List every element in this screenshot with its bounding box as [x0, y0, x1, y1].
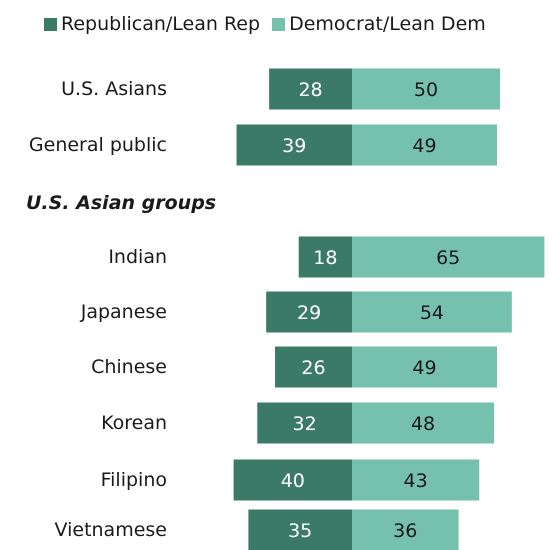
bar-rep-japanese	[266, 291, 352, 333]
value-label-rep-u-s-asians: 28	[298, 79, 322, 101]
value-label-dem-u-s-asians: 50	[414, 79, 438, 101]
category-label-vietnamese: Vietnamese	[55, 519, 167, 541]
bar-rep-korean	[257, 402, 352, 444]
value-label-dem-chinese: 49	[412, 357, 436, 379]
category-label-filipino: Filipino	[101, 469, 167, 491]
category-label-u-s-asians: U.S. Asians	[61, 78, 167, 100]
bar-dem-chinese	[352, 346, 498, 388]
value-label-dem-filipino: 43	[404, 470, 428, 492]
bar-dem-vietnamese	[352, 509, 459, 550]
category-label-chinese: Chinese	[91, 356, 167, 378]
value-label-rep-japanese: 29	[297, 302, 321, 324]
category-label-japanese: Japanese	[80, 301, 167, 323]
bar-rep-vietnamese	[248, 509, 352, 550]
legend-swatch-rep	[44, 17, 57, 31]
value-label-dem-japanese: 54	[420, 302, 444, 324]
bar-dem-u-s-asians	[352, 68, 500, 110]
bar-dem-japanese	[352, 291, 512, 333]
value-label-rep-indian: 18	[313, 247, 337, 269]
value-label-dem-korean: 48	[411, 413, 435, 435]
bar-dem-korean	[352, 402, 495, 444]
bar-rep-indian	[298, 236, 352, 278]
value-label-dem-general-public: 49	[412, 135, 436, 157]
category-label-general-public: General public	[29, 134, 167, 156]
bar-rep-filipino	[233, 459, 352, 501]
legend-label-rep: Republican/Lean Rep	[61, 13, 261, 35]
value-label-rep-chinese: 26	[301, 357, 325, 379]
legend-label-dem: Democrat/Lean Dem	[289, 13, 486, 35]
value-label-rep-filipino: 40	[281, 470, 305, 492]
bar-dem-general-public	[352, 124, 498, 166]
bar-rep-general-public	[236, 124, 352, 166]
value-label-dem-indian: 65	[436, 247, 460, 269]
legend: Republican/Lean Rep Democrat/Lean Dem	[44, 12, 498, 36]
value-label-rep-vietnamese: 35	[288, 520, 312, 542]
category-label-korean: Korean	[101, 412, 167, 434]
bar-rep-u-s-asians	[269, 68, 352, 110]
category-label-indian: Indian	[108, 246, 167, 268]
section-title: U.S. Asian groups	[26, 192, 217, 214]
bar-dem-indian	[352, 236, 545, 278]
value-label-rep-general-public: 39	[282, 135, 306, 157]
bar-dem-filipino	[352, 459, 480, 501]
value-label-rep-korean: 32	[293, 413, 317, 435]
bar-rep-chinese	[275, 346, 352, 388]
legend-item-dem: Democrat/Lean Dem	[272, 13, 486, 35]
value-label-dem-vietnamese: 36	[393, 520, 417, 542]
legend-item-rep: Republican/Lean Rep	[44, 13, 260, 35]
legend-swatch-dem	[272, 17, 286, 31]
